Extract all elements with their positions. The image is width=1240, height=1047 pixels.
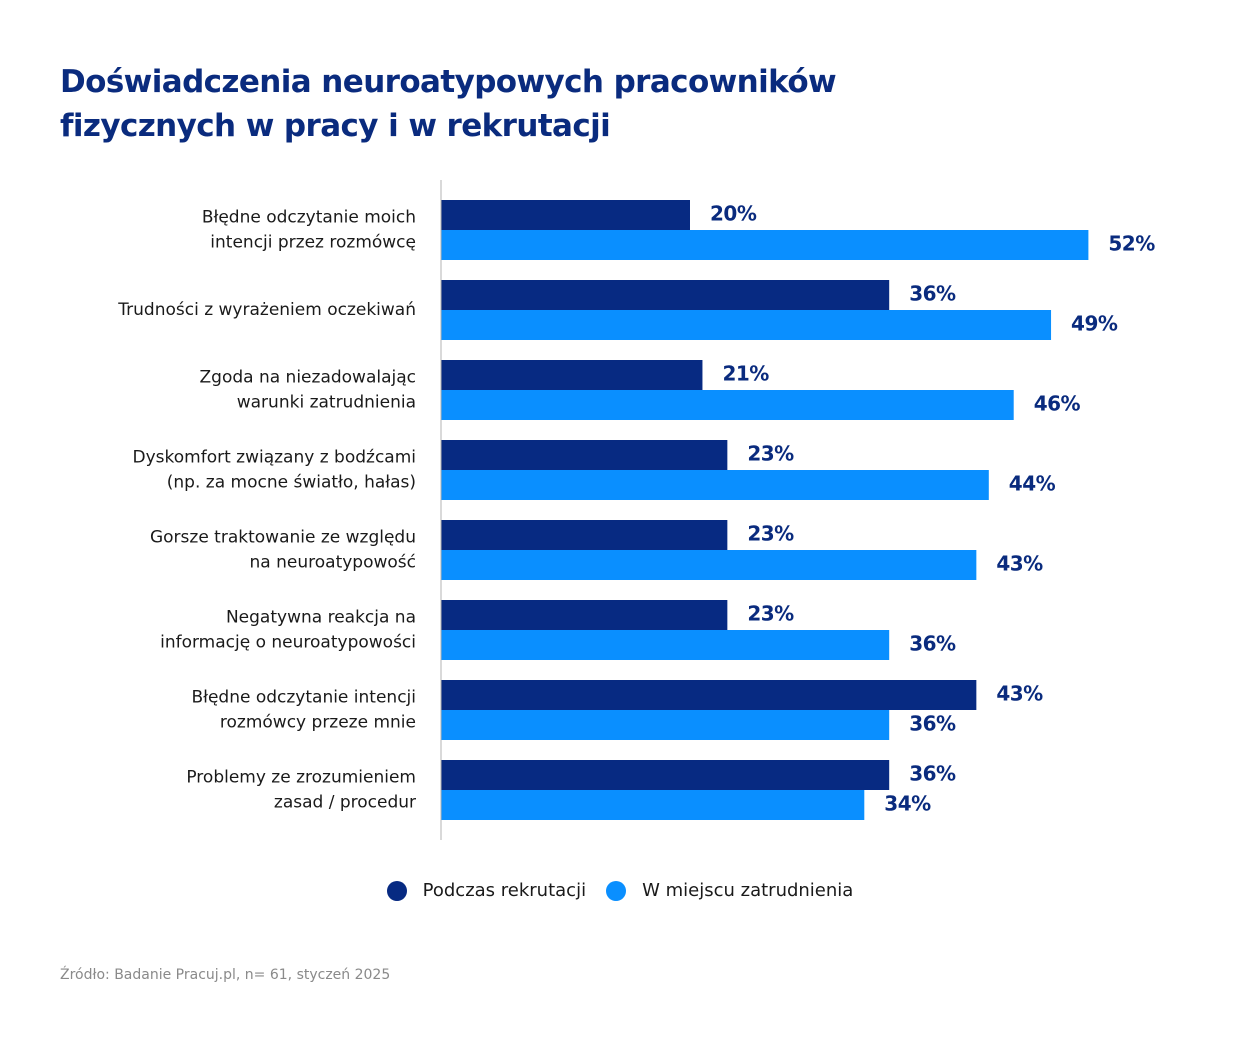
data-label: 43% <box>996 552 1043 576</box>
legend-swatch-recruitment <box>386 880 407 901</box>
category-label: (np. za mocne światło, hałas) <box>167 473 416 493</box>
bar <box>441 200 690 230</box>
data-label: 36% <box>909 632 956 656</box>
data-label: 49% <box>1071 312 1118 336</box>
data-label: 52% <box>1108 232 1155 256</box>
category-label: intencji przez rozmówcę <box>210 233 416 253</box>
legend-swatch-workplace <box>606 880 627 901</box>
legend-item-recruitment: Podczas rekrutacji <box>386 880 587 901</box>
category-label: Trudności z wyrażeniem oczekiwań <box>117 300 416 320</box>
source-note: Źródło: Badanie Pracuj.pl, n= 61, stycze… <box>60 967 391 983</box>
bar <box>441 760 890 790</box>
category-label: warunki zatrudnienia <box>237 393 416 413</box>
data-label: 36% <box>909 282 956 306</box>
bar <box>441 680 977 710</box>
category-label: rozmówcy przeze mnie <box>220 713 416 733</box>
legend: Podczas rekrutacji W miejscu zatrudnieni… <box>0 880 1240 901</box>
category-label: Błędne odczytanie moich <box>202 208 416 228</box>
category-label: Negatywna reakcja na <box>226 608 416 628</box>
legend-item-workplace: W miejscu zatrudnienia <box>606 880 853 901</box>
chart-title: Doświadczenia neuroatypowych pracowników… <box>60 60 960 148</box>
bar <box>441 390 1014 420</box>
category-label: Gorsze traktowanie ze względu <box>150 528 416 548</box>
category-label: zasad / procedur <box>274 793 416 813</box>
data-label: 34% <box>884 792 931 816</box>
category-label: Problemy ze zrozumieniem <box>186 768 416 788</box>
data-label: 43% <box>996 682 1043 706</box>
legend-label-workplace: W miejscu zatrudnienia <box>642 880 854 901</box>
data-label: 36% <box>909 712 956 736</box>
bar <box>441 470 989 500</box>
bar <box>441 630 890 660</box>
category-label: na neuroatypowość <box>250 553 416 573</box>
bar <box>441 550 977 580</box>
bar <box>441 360 703 390</box>
chart-title-line-1: Doświadczenia neuroatypowych pracowników <box>60 64 837 100</box>
bar <box>441 710 890 740</box>
bar <box>441 230 1089 260</box>
data-label: 44% <box>1009 472 1056 496</box>
legend-label-recruitment: Podczas rekrutacji <box>422 880 587 901</box>
bar <box>441 600 728 630</box>
data-label: 46% <box>1034 392 1081 416</box>
category-label: informację o neuroatypowości <box>160 633 416 653</box>
data-label: 36% <box>909 762 956 786</box>
data-label: 23% <box>747 442 794 466</box>
data-label: 20% <box>710 202 757 226</box>
chart-title-line-2: fizycznych w pracy i w rekrutacji <box>60 108 611 144</box>
category-label: Zgoda na niezadowalając <box>200 368 416 388</box>
bar <box>441 440 728 470</box>
bar <box>441 310 1052 340</box>
bar <box>441 520 728 550</box>
bar <box>441 790 865 820</box>
category-label: Dyskomfort związany z bodźcami <box>133 448 416 468</box>
data-label: 23% <box>747 522 794 546</box>
bar-chart: Błędne odczytanie moich intencji przez ro… <box>117 180 1156 840</box>
bar <box>441 280 890 310</box>
category-label: Błędne odczytanie intencji <box>191 688 416 708</box>
data-label: 23% <box>747 602 794 626</box>
data-label: 21% <box>722 362 769 386</box>
